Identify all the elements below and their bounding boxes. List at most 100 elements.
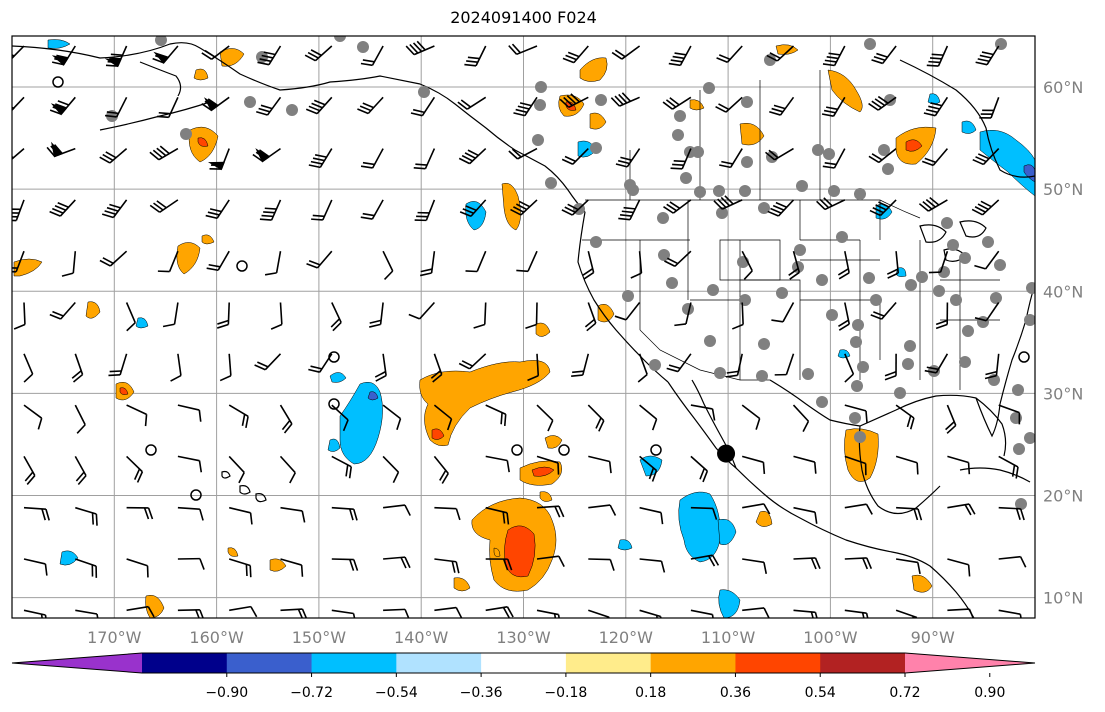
barb-feather	[584, 318, 595, 328]
wind-barb	[588, 504, 617, 516]
barb-feather	[360, 216, 373, 220]
wind-barb	[664, 250, 692, 267]
station-dot	[595, 94, 607, 106]
barb-feather	[26, 475, 36, 485]
colorbar-segment	[735, 653, 821, 673]
barb-staff	[23, 404, 43, 419]
wind-barb	[13, 302, 26, 330]
barb-feather	[502, 511, 506, 524]
barb-feather	[525, 323, 537, 330]
barb-feather	[917, 508, 923, 521]
barb-feather	[158, 111, 171, 115]
wind-barb	[308, 353, 333, 373]
barb-feather	[465, 270, 478, 273]
barb-feather	[414, 219, 427, 222]
barb-feather	[13, 323, 26, 330]
station-dot	[950, 294, 962, 306]
wind-barb	[998, 555, 1027, 568]
barb-staff	[419, 301, 435, 320]
barb-feather	[669, 97, 680, 106]
wind-barb	[101, 199, 128, 219]
wind-barb	[405, 40, 435, 56]
wind-barb	[984, 353, 1000, 380]
colorbar-tick-label: 0.18	[635, 685, 666, 701]
barb-feather	[765, 151, 776, 161]
barb-feather	[821, 113, 834, 117]
wind-barb	[360, 45, 384, 67]
wind-barb	[536, 455, 560, 475]
wind-barb	[527, 353, 540, 382]
wind-barb	[149, 199, 179, 213]
barb-feather	[656, 615, 659, 618]
lon-label: 150°W	[292, 628, 347, 647]
barb-feather	[572, 370, 584, 374]
wind-barb	[331, 455, 353, 479]
wind-barb	[308, 148, 333, 169]
barb-feather	[946, 424, 957, 434]
barb-feather	[404, 609, 411, 618]
barb-feather	[824, 161, 837, 166]
wind-barb	[923, 96, 949, 117]
wind-barb	[536, 505, 565, 518]
wind-barb	[838, 302, 851, 331]
barb-feather	[1018, 412, 1021, 425]
station-dot	[977, 316, 989, 328]
barb-staff	[12, 45, 25, 63]
barb-feather	[110, 53, 123, 56]
wind-barb	[844, 557, 873, 570]
barb-feather	[862, 557, 869, 570]
wind-barb	[104, 45, 128, 68]
station-dot	[534, 99, 546, 111]
station-dot	[741, 96, 753, 108]
barb-feather	[106, 111, 119, 115]
barb-staff	[382, 250, 394, 272]
barb-feather	[313, 99, 326, 106]
barb-feather	[916, 462, 919, 475]
barb-feather	[929, 196, 940, 206]
barb-feather	[102, 153, 114, 162]
barb-feather	[868, 155, 880, 164]
barb-feather	[648, 467, 655, 480]
barb-feather	[583, 271, 595, 280]
station-dot	[532, 134, 544, 146]
station-dot	[334, 36, 346, 42]
barb-feather	[925, 108, 938, 114]
wind-barb	[510, 199, 538, 216]
barb-feather	[362, 161, 375, 166]
barb-feather	[865, 410, 868, 423]
wind-barb	[75, 609, 100, 618]
barb-feather	[1019, 508, 1025, 521]
wind-barb	[306, 250, 333, 269]
barb-feather	[152, 149, 163, 159]
barb-staff	[844, 503, 867, 509]
wind-barb	[947, 608, 975, 618]
wind-barb	[458, 353, 487, 370]
barb-feather	[330, 318, 341, 328]
barb-feather	[871, 100, 882, 109]
barb-feather	[877, 95, 889, 104]
barb-staff	[947, 455, 969, 464]
station-dot	[878, 144, 890, 156]
barb-feather	[417, 211, 430, 214]
barb-feather	[415, 163, 428, 166]
wind-barb	[844, 404, 868, 423]
barb-feather	[561, 209, 573, 216]
barb-feather	[12, 215, 18, 218]
barb-feather	[769, 52, 781, 59]
barb-staff	[895, 558, 918, 564]
station-dot	[545, 177, 557, 189]
barb-feather	[353, 559, 359, 571]
barb-feather	[462, 208, 474, 215]
station-dot	[794, 244, 806, 256]
barb-feather	[44, 614, 48, 618]
colorbar-tick-label: 0.54	[805, 685, 836, 701]
station-dot	[716, 207, 728, 219]
station-dot	[692, 146, 704, 158]
station-dot	[916, 271, 928, 283]
barb-feather	[455, 508, 461, 521]
barb-feather	[12, 219, 17, 222]
station-dot	[863, 272, 875, 284]
barb-staff	[742, 607, 765, 612]
barb-feather	[775, 201, 788, 208]
barb-staff	[588, 504, 611, 509]
